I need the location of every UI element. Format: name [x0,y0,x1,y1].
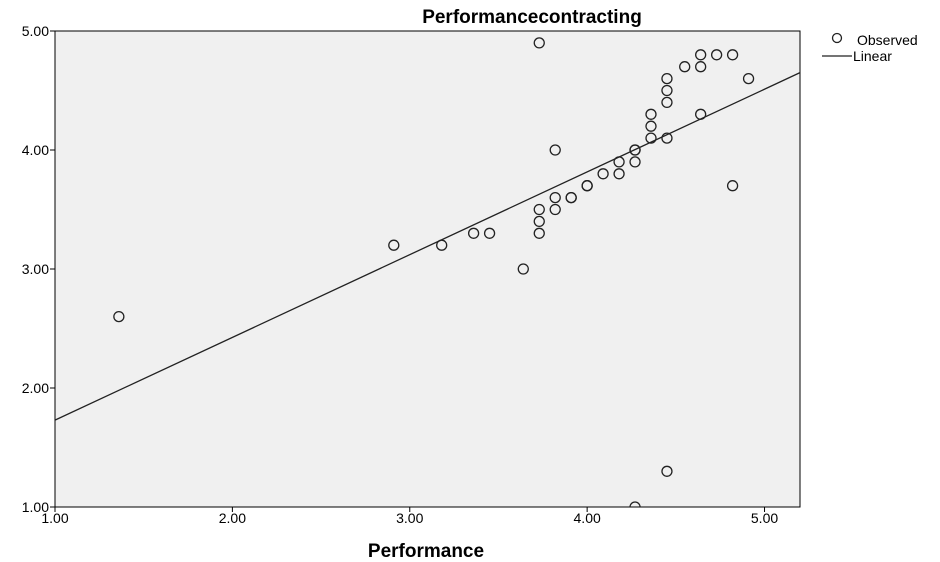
observed-point [726,49,739,61]
x-axis: 1.00 2.00 3.00 4.00 5.00 [41,507,778,526]
observed-point [679,61,691,73]
observed-point [549,203,561,216]
observed-point [533,215,545,228]
observed-point [113,310,125,323]
observed-point [695,108,707,120]
observed-point [645,108,657,120]
observed-point [726,180,739,192]
x-tick-label: 3.00 [396,510,423,526]
observed-point [661,132,673,144]
x-tick-label: 5.00 [751,510,778,526]
fit-line-linear [55,72,800,421]
chart-title: Performancecontracting [422,7,642,28]
observed-point [517,263,529,275]
observed-point [467,227,480,239]
x-tick-label: 1.00 [41,510,68,526]
observed-point [629,144,641,156]
observed-point [388,239,400,251]
plot-area [54,30,801,508]
observed-point [436,239,448,251]
y-tick-label: 1.00 [22,499,49,515]
observed-point [742,72,755,85]
y-tick-label: 3.00 [22,261,49,277]
y-axis: 1.00 2.00 3.00 4.00 5.00 [22,23,55,515]
x-tick-label: 2.00 [219,510,246,526]
observed-point [645,132,657,144]
plot-content [55,37,800,507]
observed-point [565,191,577,204]
observed-point [549,191,561,204]
observed-point [549,144,561,156]
observed-point [533,203,545,216]
observed-point [695,49,707,61]
observed-point [483,227,496,239]
y-tick-label: 5.00 [22,23,49,39]
observed-point [710,49,723,61]
observed-point [597,168,609,180]
legend-observed-marker [831,32,843,44]
observed-point [629,501,641,507]
y-tick-label: 4.00 [22,142,49,158]
y-tick-label: 2.00 [22,380,49,396]
observed-point [629,156,641,168]
observed-point [661,72,673,85]
x-tick-label: 4.00 [574,510,601,526]
legend: Observed Linear [822,32,918,64]
observed-point [661,84,673,97]
observed-point [661,96,673,109]
observed-point [581,180,593,192]
observed-point [613,168,625,180]
observed-point [661,465,673,477]
legend-linear-label: Linear [853,48,892,64]
observed-point [695,61,707,73]
observed-point [533,227,545,239]
observed-point [533,37,545,49]
legend-observed-label: Observed [857,32,918,48]
observed-point [613,156,625,168]
x-axis-title: Performance [368,541,484,562]
observed-point [645,120,657,132]
